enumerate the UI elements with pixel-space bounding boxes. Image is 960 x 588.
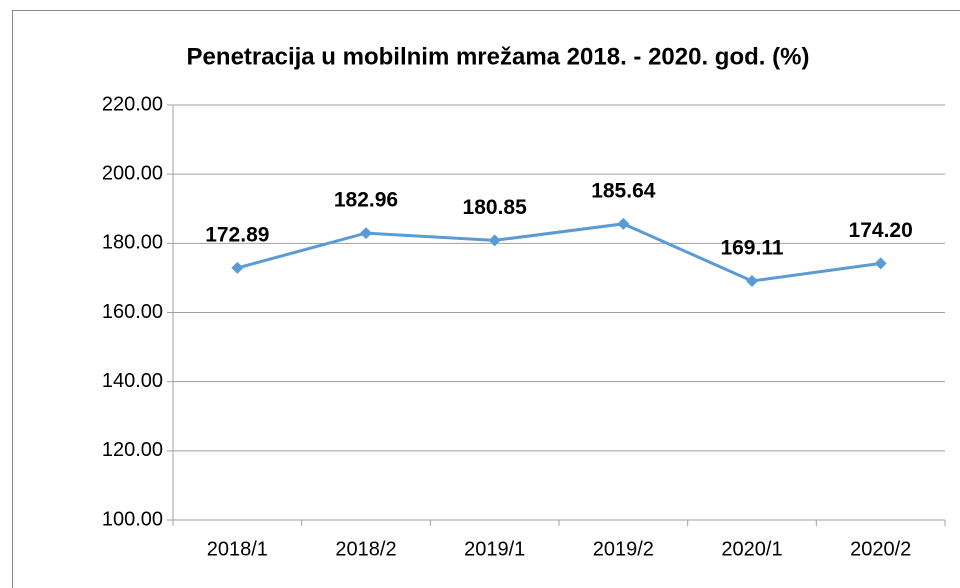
data-point xyxy=(874,257,887,270)
data-point xyxy=(746,274,758,287)
data-point xyxy=(360,227,372,240)
data-label: 169.11 xyxy=(720,237,783,260)
data-point xyxy=(488,234,501,247)
data-label: 180.85 xyxy=(463,196,528,219)
x-tick-label: 2018/2 xyxy=(335,538,396,560)
x-tick-label: 2020/1 xyxy=(721,538,782,560)
series-line xyxy=(236,222,881,283)
data-point xyxy=(231,261,244,274)
y-tick-label: 120.00 xyxy=(102,439,163,461)
x-tick-label: 2019/2 xyxy=(593,538,654,560)
y-tick-label: 140.00 xyxy=(102,370,163,392)
data-label: 182.96 xyxy=(334,189,398,212)
y-tick-label: 160.00 xyxy=(102,301,163,323)
data-point xyxy=(617,217,630,230)
x-tick-label: 2018/1 xyxy=(207,538,268,560)
x-tick-label: 2019/1 xyxy=(464,538,525,560)
y-tick-label: 220.00 xyxy=(102,93,163,115)
x-tick-label: 2020/2 xyxy=(850,538,911,560)
chart-frame xyxy=(12,10,960,588)
chart-title: Penetracija u mobilnim mrežama 2018. - 2… xyxy=(187,43,810,70)
data-label: 174.20 xyxy=(849,219,913,242)
y-tick-label: 180.00 xyxy=(102,232,163,254)
y-tick-label: 200.00 xyxy=(102,162,163,184)
data-label: 185.64 xyxy=(591,179,656,202)
data-label: 172.89 xyxy=(205,223,269,246)
y-tick-label: 100.00 xyxy=(102,508,163,530)
